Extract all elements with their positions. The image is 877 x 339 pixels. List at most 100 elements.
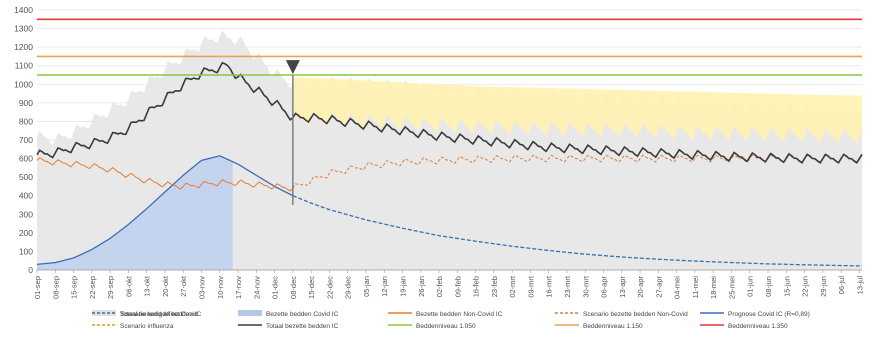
x-tick-label: 09-feb <box>453 276 462 297</box>
legend-item-scenario-influenza: Scenario influenza <box>92 323 174 330</box>
area-series <box>37 30 862 271</box>
y-tick-label: 100 <box>19 246 33 256</box>
x-tick-label: 10-nov <box>216 276 225 299</box>
line-bezette-bedden-non-covid <box>36 157 294 192</box>
today-marker <box>285 60 300 205</box>
x-tick-label: 06-apr <box>600 276 609 298</box>
y-tick-label: 1300 <box>14 24 33 34</box>
x-tick-label: 05-jan <box>362 276 371 297</box>
legend-label: Beddenniveau 1.150 <box>583 323 643 330</box>
y-tick-label: 1200 <box>14 42 33 52</box>
x-tick-label: 02-feb <box>435 276 444 297</box>
x-tick-label: 02-mrt <box>508 275 517 298</box>
x-tick-label: 06-okt <box>124 275 133 297</box>
x-tick-label: 16-mrt <box>545 275 554 298</box>
legend-label: Bezette bedden Non-Covid IC <box>416 311 503 318</box>
legend-item-bezette-bedden-non-covid-ic: Bezette bedden Non-Covid IC <box>388 311 503 318</box>
x-tick-label: 19-jan <box>399 276 408 297</box>
area-scenario-influenza <box>292 76 862 144</box>
x-tick-label: 17-nov <box>234 276 243 299</box>
y-tick-label: 900 <box>19 98 33 108</box>
area-totaal-benodigde-bedden <box>37 30 862 271</box>
x-tick-label: 15-dec <box>307 276 316 299</box>
x-tick-label: 11-mei <box>691 276 700 299</box>
x-tick-label: 29-dec <box>344 276 353 299</box>
x-tick-label: 01-jun <box>746 276 755 297</box>
legend-label: Scenario bezette bedden Non-Covid <box>583 311 688 318</box>
x-tick-label: 13-jul <box>855 276 864 295</box>
legend-item-prognose-covid-ic-r-0-89: Prognose Covid IC (R=0,89) <box>700 311 810 318</box>
legend-label: Totaal benodigde bedden IC <box>120 311 202 318</box>
x-tick-label: 09-mrt <box>526 275 535 298</box>
legend-label: Beddenniveau 1.350 <box>728 323 788 330</box>
y-tick-label: 200 <box>19 228 33 238</box>
x-axis: 01-sep 08-sep 15-sep 22-sep 29-sep 06-okt 13-o… <box>33 269 864 299</box>
legend-item-scenario-bezette-bedden-non-covid: Scenario bezette bedden Non-Covid <box>555 311 688 318</box>
legend-item-beddenniveau-1-150: Beddenniveau 1.150 <box>555 323 643 330</box>
x-tick-label: 13-apr <box>618 276 627 298</box>
line-series <box>36 61 863 267</box>
line-prognose-covid-ic <box>36 155 294 266</box>
legend-label: Scenario kerst effect Covid <box>120 311 198 318</box>
x-tick-label: 18-mei <box>709 276 718 299</box>
area-bezette-bedden-covid <box>37 155 233 270</box>
x-tick-label: 01-sep <box>33 276 42 299</box>
x-tick-label: 12-jan <box>380 276 389 297</box>
x-tick-label: 29-sep <box>106 276 115 299</box>
legend-label: Totaal bezette bedden IC <box>266 323 339 330</box>
y-tick-label: 0 <box>28 265 33 275</box>
legend-label: Prognose Covid IC (R=0,89) <box>728 311 810 318</box>
y-axis: 0 100 200 300 400 500 600 700 800 900 1000 1100 1200… <box>14 5 33 275</box>
line-scenario-bezette-bedden-non-covid <box>292 154 863 189</box>
x-tick-label: 27-okt <box>179 275 188 297</box>
x-tick-label: 23-mrt <box>563 275 572 298</box>
x-tick-label: 26-jan <box>417 276 426 297</box>
legend-label: Scenario influenza <box>120 323 174 330</box>
x-tick-label: 06-jul <box>837 276 846 295</box>
x-tick-label: 15-jun <box>782 276 791 297</box>
legend-item-beddenniveau-1-350: Beddenniveau 1.350 <box>700 323 788 330</box>
x-tick-label: 22-sep <box>88 276 97 299</box>
x-tick-label: 24-nov <box>252 276 261 299</box>
x-tick-label: 08-sep <box>51 276 60 299</box>
legend-label: Beddenniveau 1.050 <box>416 323 476 330</box>
x-tick-label: 16-feb <box>472 276 481 297</box>
legend-swatch <box>238 310 262 316</box>
legend-item-scenario-kerst-effect-covid: Scenario kerst effect Covid <box>92 311 198 318</box>
legend-label: Bezette bedden Covid IC <box>266 311 339 318</box>
legend-item-beddenniveau-1-050: Beddenniveau 1.050 <box>388 323 476 330</box>
x-tick-label: 04-mei <box>673 276 682 299</box>
x-tick-label: 29-jun <box>819 276 828 297</box>
line-scenario-kerst-effect-covid <box>292 195 863 267</box>
x-tick-label: 20-apr <box>636 276 645 298</box>
y-tick-label: 1000 <box>14 79 33 89</box>
x-tick-label: 03-nov <box>197 276 206 299</box>
y-tick-label: 1100 <box>15 61 34 71</box>
x-tick-label: 13-okt <box>143 275 152 297</box>
x-tick-label: 20-okt <box>161 275 170 297</box>
line-totaal-bezette-bedden <box>36 61 863 164</box>
x-tick-label: 08-dec <box>289 276 298 299</box>
x-tick-label: 08-jun <box>764 276 773 297</box>
legend: Totaal benodigde bedden IC Bezette bedden… <box>92 310 810 330</box>
y-tick-label: 500 <box>19 172 33 182</box>
x-tick-label: 22-jun <box>801 276 810 297</box>
y-tick-label: 300 <box>19 209 33 219</box>
y-tick-label: 600 <box>19 154 33 164</box>
y-tick-label: 700 <box>19 135 33 145</box>
y-tick-label: 1400 <box>14 5 33 15</box>
y-tick-label: 800 <box>19 116 33 126</box>
x-tick-label: 01-dec <box>271 276 280 299</box>
today-triangle <box>285 60 300 75</box>
x-tick-label: 15-sep <box>70 276 79 299</box>
legend-item-bezette-bedden-covid-ic: Bezette bedden Covid IC <box>238 310 339 318</box>
bed-level-lines <box>37 18 862 76</box>
x-tick-label: 22-dec <box>325 276 334 299</box>
y-tick-label: 400 <box>19 191 33 201</box>
x-tick-label: 23-feb <box>490 276 499 297</box>
x-tick-label: 27-apr <box>654 276 663 298</box>
x-tick-label: 30-mrt <box>581 275 590 298</box>
legend-item-totaal-bezette-bedden-ic: Totaal bezette bedden IC <box>238 323 339 330</box>
